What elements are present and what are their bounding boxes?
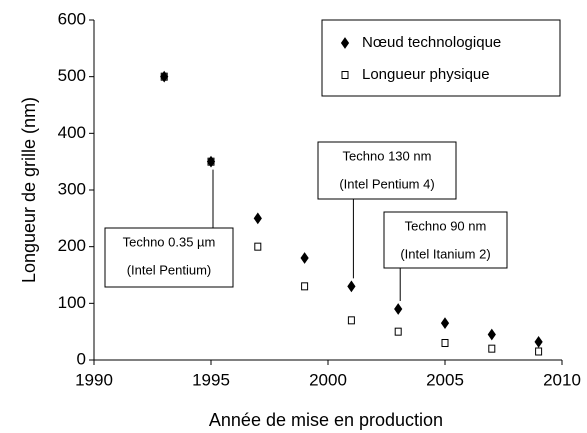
marker <box>394 327 402 336</box>
legend-label: Nœud technologique <box>362 34 501 51</box>
marker <box>301 282 309 291</box>
marker <box>347 316 355 325</box>
annotation-text: (Intel Itanium 2) <box>400 246 490 261</box>
y-tick-label: 300 <box>58 179 86 198</box>
annotation-text: (Intel Pentium 4) <box>339 176 434 191</box>
annotation-box <box>383 211 508 269</box>
x-tick-label: 2010 <box>543 370 581 389</box>
x-tick-label: 2000 <box>309 370 347 389</box>
marker <box>254 242 262 251</box>
y-tick-label: 600 <box>58 9 86 28</box>
legend-label: Longueur physique <box>362 66 490 83</box>
marker <box>441 339 449 347</box>
marker <box>534 335 543 348</box>
marker <box>535 347 543 356</box>
x-tick-label: 1995 <box>192 370 230 389</box>
annotation-box <box>104 227 234 288</box>
marker <box>300 252 309 264</box>
y-axis-label: Longueur de grille (nm) <box>19 97 39 283</box>
x-tick-label: 2005 <box>426 370 464 389</box>
marker <box>340 37 350 49</box>
y-tick-label: 0 <box>77 349 86 368</box>
marker <box>253 212 262 225</box>
marker <box>347 280 356 293</box>
annotation-text: Techno 0.35 µm <box>123 234 216 249</box>
x-axis-label: Année de mise en production <box>209 410 443 430</box>
marker <box>206 155 216 168</box>
marker <box>341 71 349 79</box>
marker <box>207 157 215 166</box>
y-tick-label: 500 <box>58 66 86 85</box>
marker <box>394 303 403 315</box>
legend-box <box>321 19 561 97</box>
x-tick-label: 1990 <box>75 370 113 389</box>
marker <box>487 328 496 341</box>
y-tick-label: 100 <box>58 293 86 312</box>
y-tick-label: 400 <box>58 123 86 142</box>
marker <box>488 344 496 353</box>
y-tick-label: 200 <box>58 236 86 255</box>
marker <box>440 317 450 330</box>
annotation-text: Techno 130 nm <box>343 148 432 163</box>
marker <box>160 72 168 81</box>
marker <box>160 70 169 83</box>
annotation-text: Techno 90 nm <box>405 218 487 233</box>
annotation-box <box>317 141 457 200</box>
annotation-text: (Intel Pentium) <box>127 262 212 277</box>
